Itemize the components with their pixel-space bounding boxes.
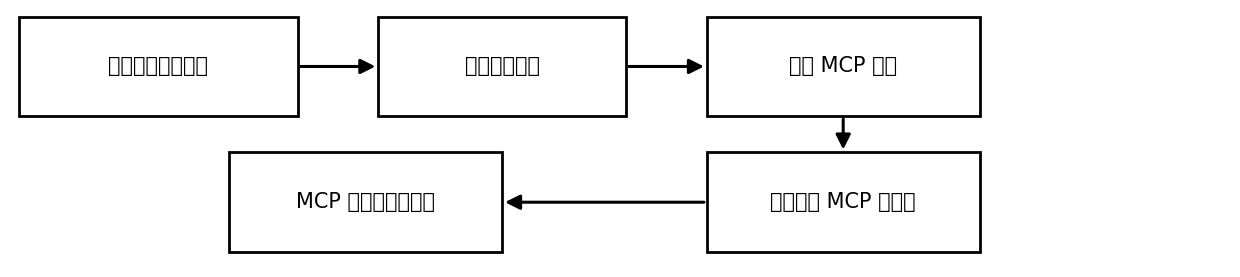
- Text: 下降阴极组件: 下降阴极组件: [465, 57, 539, 76]
- Text: 升降 MCP 管芯: 升降 MCP 管芯: [789, 57, 898, 76]
- FancyBboxPatch shape: [378, 17, 626, 116]
- FancyBboxPatch shape: [707, 17, 980, 116]
- Text: 玻壳正对 MCP 腔体口: 玻壳正对 MCP 腔体口: [770, 192, 916, 212]
- FancyBboxPatch shape: [707, 152, 980, 252]
- Text: MCP 管芯上升并封接: MCP 管芯上升并封接: [296, 192, 435, 212]
- FancyBboxPatch shape: [229, 152, 502, 252]
- FancyBboxPatch shape: [19, 17, 298, 116]
- Text: 吸气剂除气、激活: 吸气剂除气、激活: [108, 57, 208, 76]
